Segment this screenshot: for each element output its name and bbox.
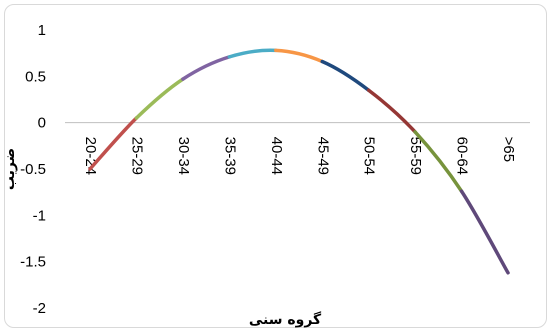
series-segment (227, 48, 278, 59)
series-segment (459, 189, 510, 275)
x-axis-tick-labels: 20-24 25-29 30-34 35-39 40-44 45-49 50-54 55-59… (82, 137, 517, 175)
series-segment (320, 59, 371, 92)
x-tick-label: 60-64 (454, 137, 471, 175)
y-axis-title: ضریب (2, 148, 18, 190)
series-segment (413, 130, 464, 193)
series-segment (88, 116, 139, 171)
x-axis-title: گروه سنی (249, 311, 322, 328)
x-tick-label: 50-54 (361, 137, 378, 175)
y-tick-label: -0.5 (20, 161, 46, 178)
series-line (88, 48, 510, 275)
x-tick-label: >65 (500, 137, 517, 162)
x-tick-label: 40-44 (268, 137, 285, 175)
x-tick-label: 35-39 (221, 137, 238, 175)
y-tick-label: -1.5 (20, 254, 46, 271)
series-segment (181, 55, 232, 81)
y-tick-label: -2 (33, 300, 46, 317)
y-tick-label: 0 (38, 115, 46, 132)
x-tick-label: 30-34 (175, 137, 192, 175)
x-tick-label: 45-49 (314, 137, 331, 175)
series-segment (274, 48, 324, 64)
x-tick-label: 55-59 (407, 137, 424, 175)
y-tick-label: 0.5 (25, 68, 46, 85)
y-axis-ticks: 1 0.5 0 -0.5 -1 -1.5 -2 (20, 22, 46, 317)
y-tick-label: -1 (33, 207, 46, 224)
x-tick-label: 25-29 (128, 137, 145, 175)
y-tick-label: 1 (38, 22, 46, 39)
series-segment (366, 88, 417, 134)
series-segment (134, 77, 185, 120)
